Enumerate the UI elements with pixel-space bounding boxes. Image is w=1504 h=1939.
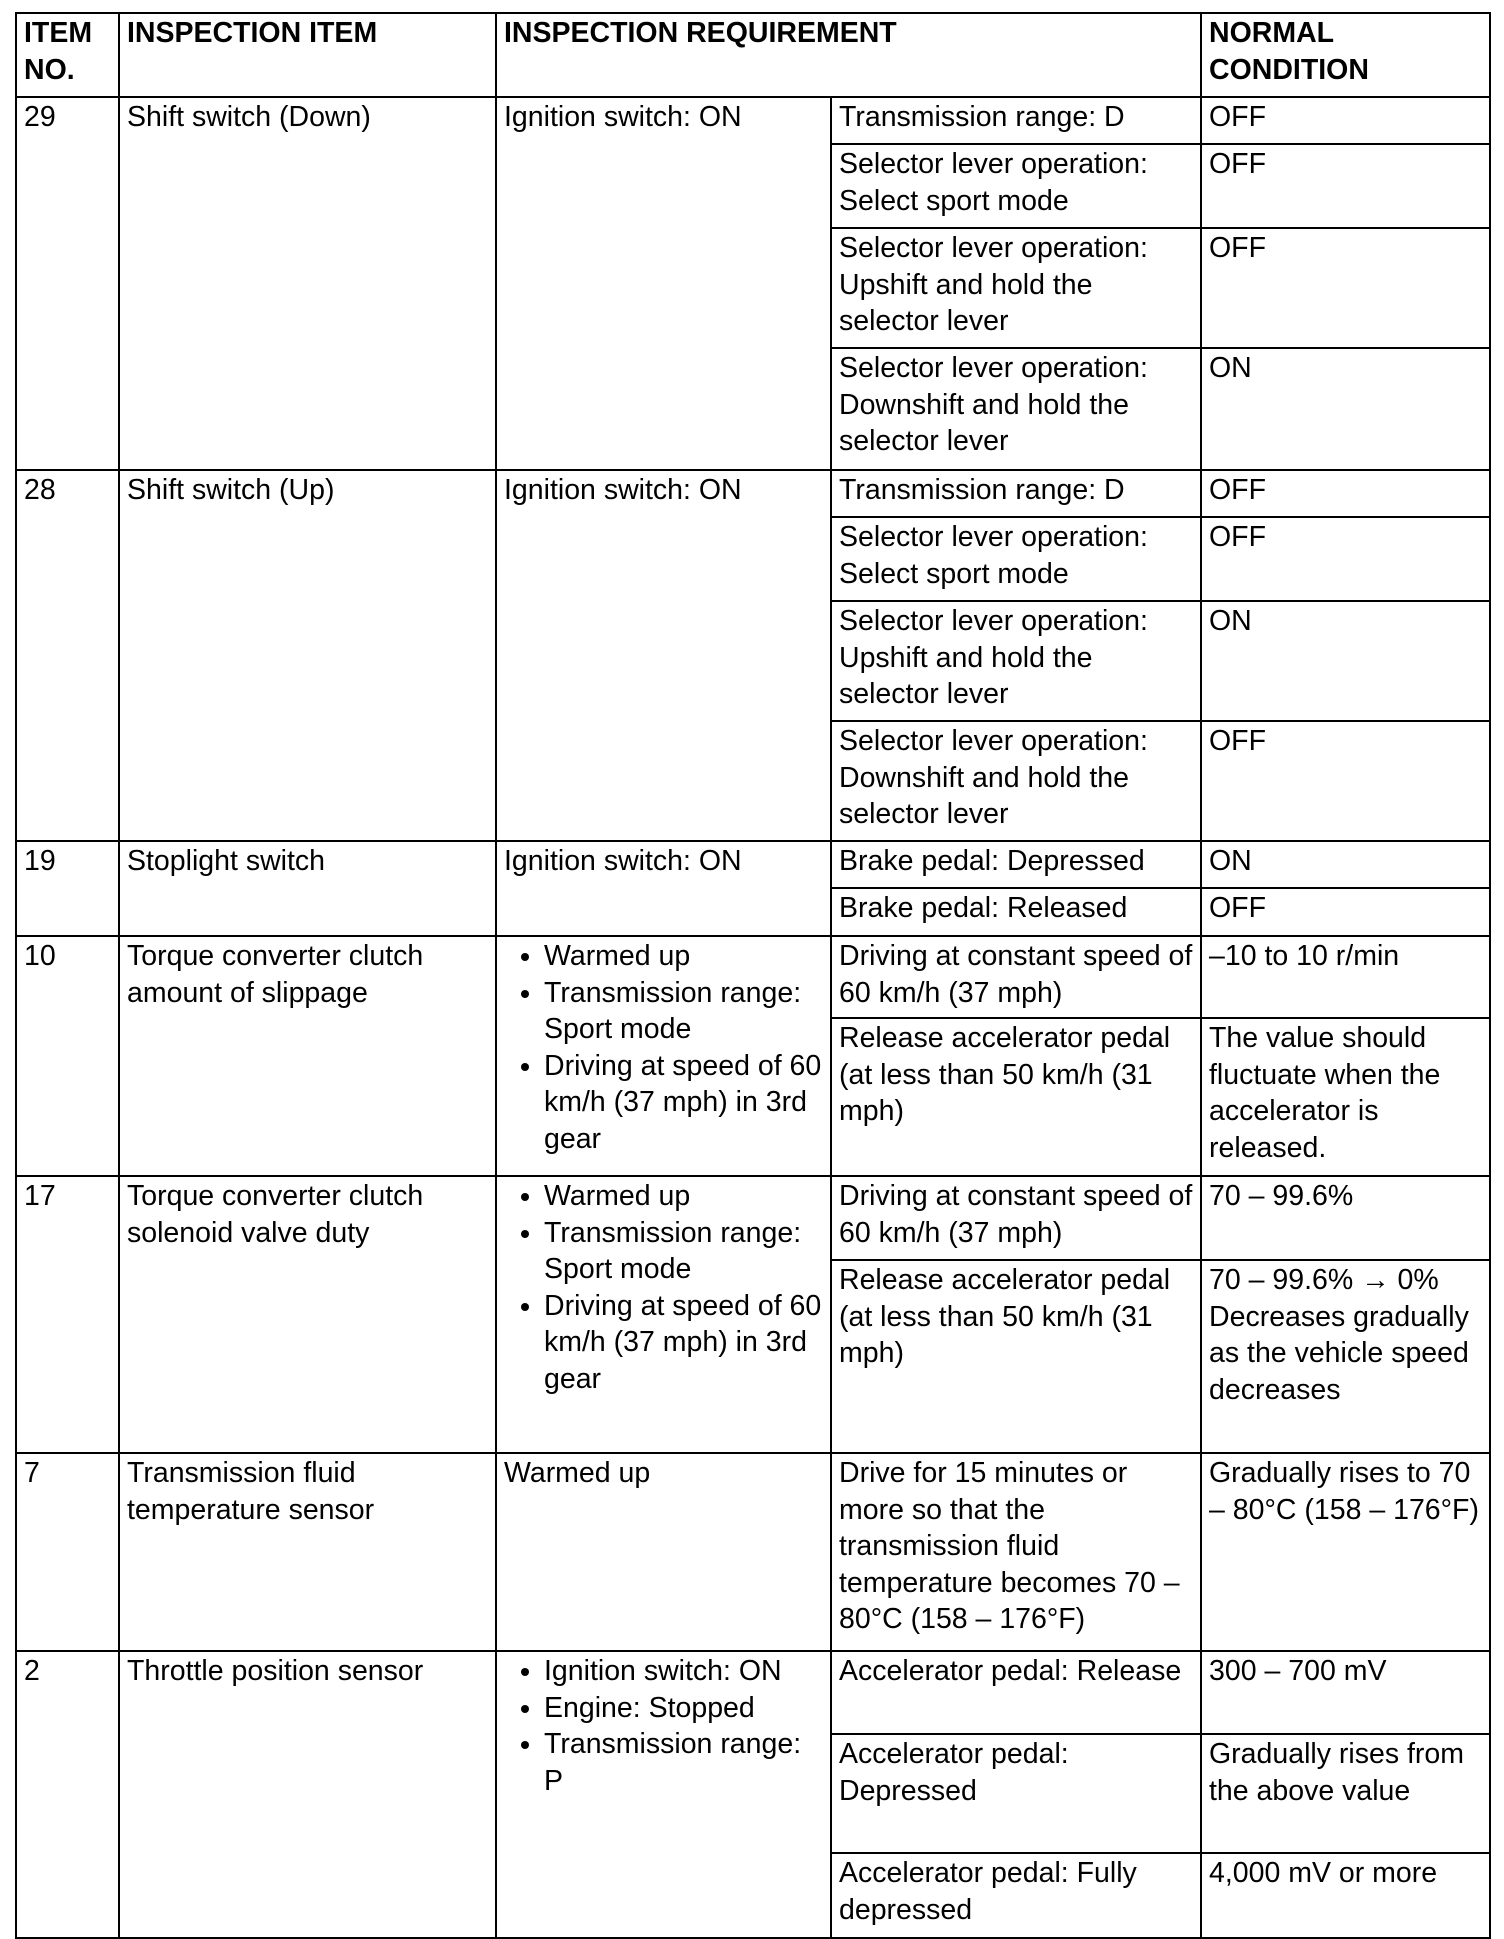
inspection-condition: Accelerator pedal: Fully depressed [829, 1852, 1203, 1939]
table-row: 19 Stoplight switch Ignition switch: ON Bra… [15, 840, 1492, 937]
table-row: Selector lever operation: Upshift and ho… [16, 600, 1492, 722]
normal-condition: Gradually rises from the above value [1200, 1733, 1492, 1854]
requirement-list-item: Engine: Stopped [544, 1690, 823, 1727]
inspection-item: Throttle position sensor [118, 1650, 497, 1939]
normal-condition: OFF [1200, 96, 1492, 145]
table-row: Release accelerator pedal (at less than … [16, 1259, 1492, 1454]
table-row: Selector lever operation: Downshift and … [16, 347, 1492, 471]
item-no: 7 [15, 1452, 120, 1652]
normal-condition: 70 – 99.6% → 0% Decreases gradually as t… [1200, 1259, 1492, 1454]
header-normal-condition: NORMAL CONDITION [1200, 12, 1492, 98]
normal-condition: Gradually rises to 70 – 80°C (158 – 176°… [1200, 1452, 1492, 1652]
header-inspection-item: INSPECTION ITEM [118, 12, 497, 98]
normal-condition: OFF [1200, 720, 1492, 842]
table-row: 29 Shift switch (Down) Ignition switch: ON… [15, 96, 1492, 471]
normal-condition: ON [1200, 840, 1492, 889]
inspection-condition: Brake pedal: Depressed [829, 840, 1203, 889]
requirement-list-item: Driving at speed of 60 km/h (37 mph) in … [544, 1048, 823, 1158]
item-no: 17 [15, 1175, 120, 1454]
inspection-condition: Selector lever operation: Downshift and … [829, 347, 1203, 471]
inspection-requirement: Warmed upTransmission range: Sport modeD… [495, 935, 832, 1177]
normal-condition: OFF [1200, 516, 1492, 602]
header-inspection-requirement: INSPECTION REQUIREMENT [494, 12, 1203, 98]
requirement-list-item: Warmed up [544, 938, 823, 975]
header-item-no: ITEM NO. [15, 12, 120, 98]
inspection-condition: Selector lever operation: Upshift and ho… [829, 600, 1203, 722]
inspection-requirement: Ignition switch: ON [495, 840, 832, 937]
requirement-list: Warmed upTransmission range: Sport modeD… [504, 938, 823, 1157]
table-row: Selector lever operation: Upshift and ho… [16, 227, 1492, 349]
item-no: 28 [15, 469, 120, 842]
table-row: Release accelerator pedal (at less than … [16, 1017, 1492, 1177]
normal-condition: 300 – 700 mV [1200, 1650, 1492, 1735]
inspection-item: Torque converter clutch amount of slippa… [118, 935, 497, 1177]
table-row: Brake pedal: Released OFF [16, 887, 1492, 937]
inspection-condition: Drive for 15 minutes or more so that the… [829, 1452, 1203, 1652]
normal-condition: –10 to 10 r/min [1200, 935, 1492, 1019]
inspection-condition: Release accelerator pedal (at less than … [829, 1017, 1203, 1177]
requirement-list: Ignition switch: ONEngine: StoppedTransm… [504, 1653, 823, 1799]
normal-condition: OFF [1200, 469, 1492, 518]
normal-condition: 70 – 99.6% [1200, 1175, 1492, 1261]
requirement-list-item: Ignition switch: ON [544, 1653, 823, 1690]
requirement-list-item: Driving at speed of 60 km/h (37 mph) in … [544, 1288, 823, 1398]
item-no: 10 [15, 935, 120, 1177]
table-row: Accelerator pedal: Depressed Gradually ri… [16, 1733, 1492, 1854]
table-row: Selector lever operation: Downshift and … [16, 720, 1492, 842]
table-row: 10 Torque converter clutch amount of slip… [15, 935, 1492, 1177]
inspection-condition: Selector lever operation: Downshift and … [829, 720, 1203, 842]
inspection-condition: Transmission range: D [829, 469, 1203, 518]
item-no: 2 [15, 1650, 120, 1939]
inspection-condition: Brake pedal: Released [829, 887, 1203, 937]
inspection-condition: Accelerator pedal: Depressed [829, 1733, 1203, 1854]
inspection-item: Torque converter clutch solenoid valve d… [118, 1175, 497, 1454]
table-row: 17 Torque converter clutch solenoid valve… [15, 1175, 1492, 1454]
requirement-list: Warmed upTransmission range: Sport modeD… [504, 1178, 823, 1397]
table-row: 28 Shift switch (Up) Ignition switch: ON Tr… [15, 469, 1492, 842]
normal-condition: OFF [1200, 227, 1492, 349]
header-row: ITEM NO. INSPECTION ITEM INSPECTION REQU… [15, 12, 1492, 98]
requirement-list-item: Warmed up [544, 1178, 823, 1215]
inspection-table: ITEM NO. INSPECTION ITEM INSPECTION REQU… [15, 12, 1492, 1939]
normal-condition: ON [1200, 347, 1492, 471]
requirement-list-item: Transmission range: P [544, 1726, 823, 1799]
table-row: Selector lever operation: Select sport m… [16, 516, 1492, 602]
normal-condition: OFF [1200, 143, 1492, 229]
normal-condition: OFF [1200, 887, 1492, 937]
inspection-requirement: Ignition switch: ONEngine: StoppedTransm… [495, 1650, 832, 1939]
normal-condition: 4,000 mV or more [1200, 1852, 1492, 1939]
item-no: 29 [15, 96, 120, 471]
inspection-requirement: Ignition switch: ON [495, 469, 832, 842]
requirement-list-item: Transmission range: Sport mode [544, 1215, 823, 1288]
inspection-item: Stoplight switch [118, 840, 497, 937]
inspection-requirement: Ignition switch: ON [495, 96, 832, 471]
inspection-requirement: Warmed upTransmission range: Sport modeD… [495, 1175, 832, 1454]
inspection-condition: Transmission range: D [829, 96, 1203, 145]
inspection-item: Transmission fluid temperature sensor [118, 1452, 497, 1652]
table-row: 7 Transmission fluid temperature sensor Wa… [15, 1452, 1492, 1652]
inspection-condition: Driving at constant speed of 60 km/h (37… [829, 935, 1203, 1019]
item-no: 19 [15, 840, 120, 937]
inspection-condition: Selector lever operation: Upshift and ho… [829, 227, 1203, 349]
inspection-condition: Selector lever operation: Select sport m… [829, 516, 1203, 602]
normal-condition: ON [1200, 600, 1492, 722]
inspection-condition: Driving at constant speed of 60 km/h (37… [829, 1175, 1203, 1261]
inspection-requirement: Warmed up [495, 1452, 832, 1652]
inspection-condition: Accelerator pedal: Release [829, 1650, 1203, 1735]
table-row: Selector lever operation: Select sport m… [16, 143, 1492, 229]
inspection-condition: Selector lever operation: Select sport m… [829, 143, 1203, 229]
requirement-list-item: Transmission range: Sport mode [544, 975, 823, 1048]
normal-condition: The value should fluctuate when the acce… [1200, 1017, 1492, 1177]
inspection-condition: Release accelerator pedal (at less than … [829, 1259, 1203, 1454]
inspection-item: Shift switch (Up) [118, 469, 497, 842]
inspection-item: Shift switch (Down) [118, 96, 497, 471]
